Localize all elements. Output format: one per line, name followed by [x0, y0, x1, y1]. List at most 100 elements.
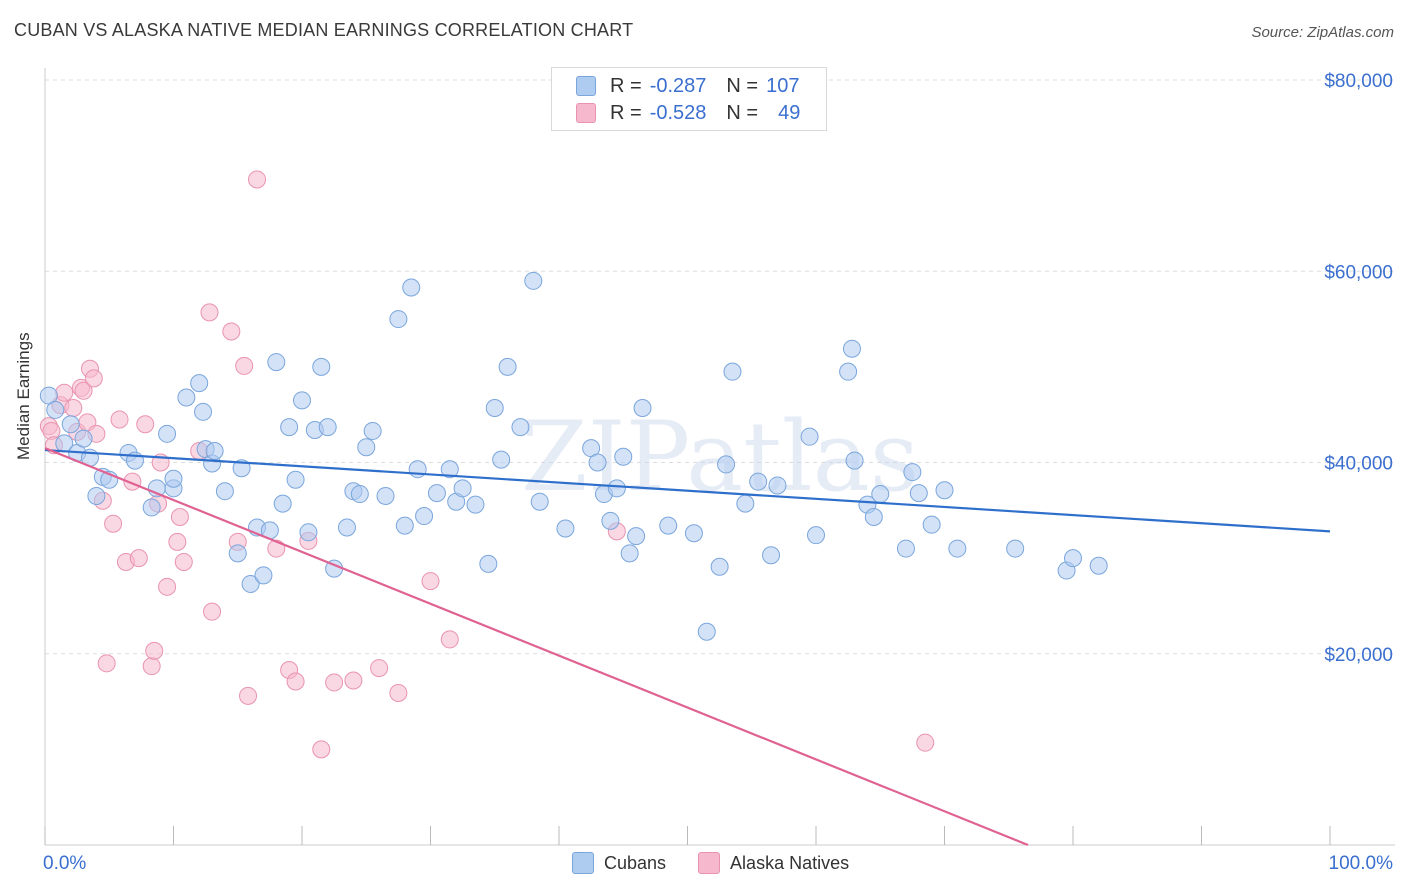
- alaska-point: [104, 514, 123, 533]
- alaska-point: [168, 532, 187, 551]
- cubans-point: [479, 554, 498, 573]
- cubans-point: [839, 362, 858, 381]
- cubans-point: [684, 524, 703, 543]
- cubans-point: [749, 472, 768, 491]
- alaska-point: [174, 552, 193, 571]
- legend-r-value: -0.528: [649, 101, 707, 124]
- cubans-point: [710, 557, 729, 576]
- cubans-point: [427, 484, 446, 503]
- cubans-point: [87, 486, 106, 505]
- cubans-point: [228, 544, 247, 563]
- legend-item-alaska: Alaska Natives: [698, 852, 849, 874]
- cubans-point: [293, 391, 311, 410]
- cubans-point: [280, 418, 299, 437]
- cubans-point: [363, 421, 382, 440]
- cubans-point: [318, 418, 337, 437]
- legend-r-value: -0.287: [649, 74, 707, 97]
- cubans-point: [762, 546, 781, 565]
- cubans-swatch: [572, 852, 594, 874]
- alaska-point: [325, 673, 344, 692]
- cubans-point: [807, 526, 825, 545]
- legend-row-cubans: R = -0.287 N = 107: [576, 73, 799, 99]
- cubans-point: [723, 362, 742, 381]
- cubans-point: [46, 400, 65, 419]
- alaska-point: [239, 686, 258, 705]
- alaska-point: [916, 733, 935, 752]
- cubans-point: [871, 485, 890, 504]
- cubans-point: [768, 476, 787, 495]
- cubans-point: [601, 511, 620, 530]
- legend-r-label: R =: [610, 101, 642, 124]
- legend-item-cubans: Cubans: [572, 852, 666, 874]
- cubans-point: [896, 539, 915, 558]
- cubans-point: [627, 527, 646, 546]
- cubans-point: [864, 508, 883, 527]
- alaska-point: [312, 740, 331, 759]
- cubans-point: [607, 479, 626, 498]
- cubans-point: [440, 460, 459, 479]
- legend-label-alaska: Alaska Natives: [730, 852, 850, 873]
- legend-label-cubans: Cubans: [604, 852, 667, 873]
- y-tick-label: $60,000: [1324, 262, 1393, 283]
- cubans-point: [408, 460, 427, 479]
- cubans-point: [241, 574, 260, 593]
- cubans-point: [588, 453, 607, 472]
- legend-n-value: 49: [778, 101, 801, 124]
- cubans-point: [909, 484, 928, 503]
- x-tick-label: 0.0%: [43, 853, 86, 874]
- y-tick-label: $20,000: [1324, 645, 1393, 666]
- cubans-point: [842, 339, 861, 358]
- cubans-point: [524, 271, 543, 290]
- legend-n-label: N =: [726, 101, 759, 124]
- cubans-point: [312, 357, 331, 376]
- alaska-point: [370, 659, 389, 678]
- alaska-point: [84, 369, 103, 388]
- cubans-point: [232, 459, 251, 478]
- x-tick-label: 100.0%: [1329, 853, 1394, 874]
- cubans-point: [190, 374, 209, 393]
- legend-n-label: N =: [726, 74, 759, 97]
- alaska-swatch: [576, 103, 596, 123]
- cubans-point: [1006, 539, 1025, 558]
- cubans-point: [61, 415, 80, 434]
- legend-r-label: R =: [610, 74, 642, 97]
- correlation-legend: R = -0.287 N = 107 R = -0.528 N = 49: [551, 67, 827, 131]
- cubans-point: [286, 470, 305, 489]
- cubans-point: [215, 482, 234, 501]
- alaska-point: [136, 415, 155, 434]
- cubans-point: [74, 429, 93, 448]
- cubans-point: [935, 481, 954, 500]
- cubans-point: [1089, 556, 1108, 575]
- cubans-point: [177, 388, 196, 407]
- cubans-point: [614, 447, 633, 466]
- alaska-point: [158, 577, 177, 596]
- cubans-point: [453, 479, 472, 498]
- chart-title: CUBAN VS ALASKA NATIVE MEDIAN EARNINGS C…: [14, 20, 634, 40]
- cubans-point: [633, 398, 652, 417]
- y-axis-label: Median Earnings: [14, 332, 33, 460]
- cubans-swatch: [576, 76, 596, 96]
- cubans-point: [337, 518, 356, 537]
- cubans-point: [389, 310, 408, 329]
- alaska-point: [248, 170, 267, 189]
- legend-n-value: 107: [766, 74, 800, 97]
- alaska-point: [74, 381, 93, 400]
- y-tick-label: $80,000: [1324, 71, 1393, 92]
- alaska-point: [344, 671, 363, 690]
- cubans-point: [205, 442, 224, 461]
- cubans-point: [350, 485, 369, 504]
- cubans-point: [415, 507, 434, 526]
- cubans-point: [273, 494, 292, 513]
- cubans-point: [267, 353, 286, 372]
- cubans-point: [717, 455, 736, 474]
- alaska-point: [389, 683, 408, 702]
- cubans-point: [845, 451, 864, 470]
- cubans-point: [948, 539, 967, 558]
- cubans-point: [376, 486, 395, 505]
- cubans-point: [194, 402, 213, 421]
- alaska-point: [421, 572, 440, 591]
- alaska-point: [145, 641, 164, 660]
- cubans-point: [485, 398, 504, 417]
- cubans-point: [800, 427, 819, 446]
- cubans-point: [697, 622, 716, 641]
